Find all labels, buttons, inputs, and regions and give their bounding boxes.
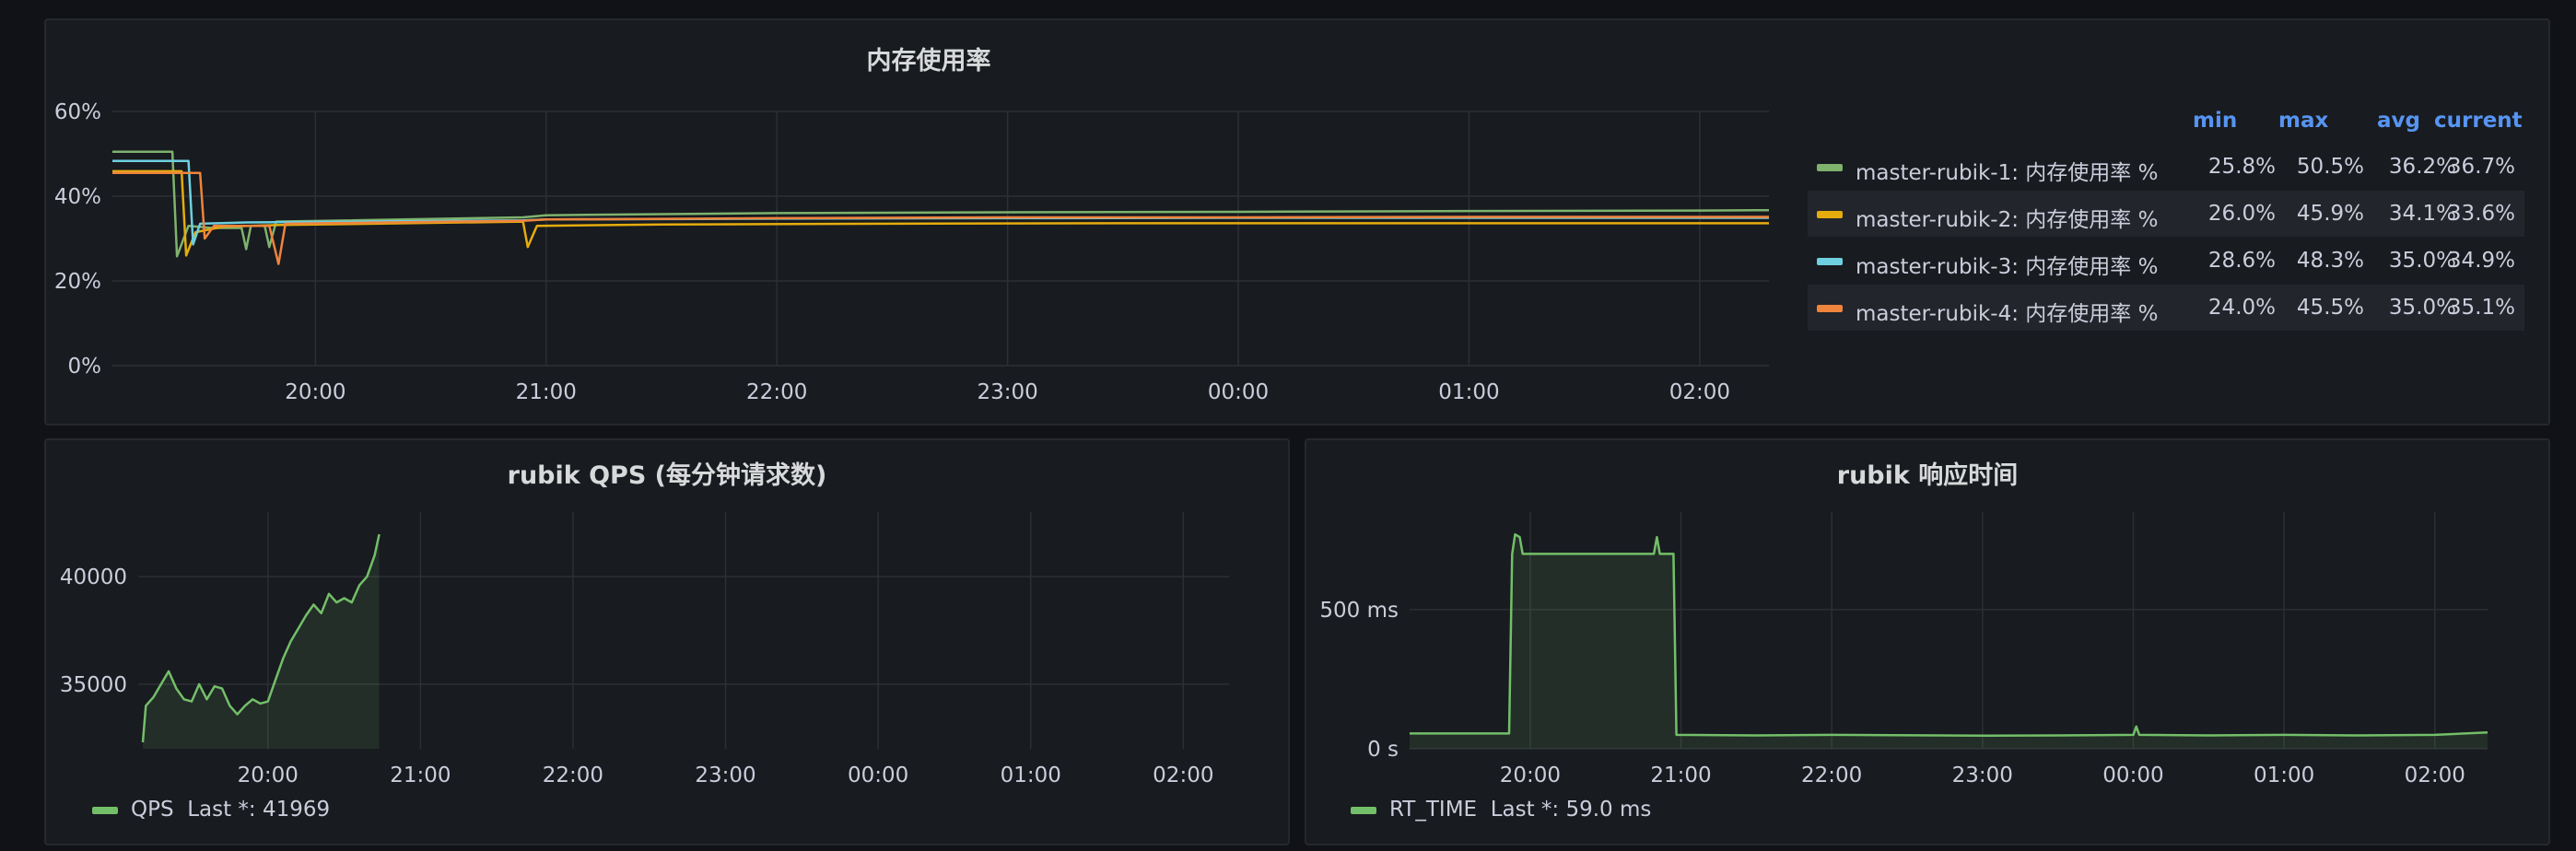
- legend-series-name: master-rubik-3: 内存使用率 %: [1856, 255, 2159, 279]
- legend-swatch: [1351, 806, 1376, 814]
- legend-max: 50.5%: [2296, 155, 2364, 179]
- legend-row-rubik-3[interactable]: master-rubik-3: 内存使用率 % 28.6% 48.3% 35.0…: [1808, 238, 2524, 284]
- legend-series-name: master-rubik-2: 内存使用率 %: [1856, 208, 2159, 232]
- legend-series-name: master-rubik-4: 内存使用率 %: [1856, 302, 2159, 326]
- legend-min: 25.8%: [2207, 155, 2276, 179]
- rt-legend[interactable]: RT_TIME Last *: 59.0 ms: [1351, 798, 1651, 822]
- qps-legend-stat: Last *: 41969: [187, 798, 331, 822]
- legend-current: 35.1%: [2447, 296, 2515, 320]
- legend-swatch: [92, 806, 118, 814]
- legend-current: 33.6%: [2447, 202, 2515, 226]
- legend-max: 45.5%: [2296, 296, 2364, 320]
- rt-panel-title[interactable]: rubik 响应时间: [1836, 461, 2019, 490]
- legend-current: 36.7%: [2447, 155, 2515, 179]
- legend-max: 45.9%: [2296, 202, 2364, 226]
- legend-current: 34.9%: [2447, 249, 2515, 273]
- legend-swatch: [1817, 164, 1843, 171]
- legend-row-rubik-4[interactable]: master-rubik-4: 内存使用率 % 24.0% 45.5% 35.0…: [1808, 285, 2524, 331]
- qps-panel[interactable]: rubik QPS (每分钟请求数): [44, 438, 1290, 845]
- legend-max: 48.3%: [2296, 249, 2364, 273]
- rt-legend-name: RT_TIME: [1389, 798, 1478, 822]
- memory-panel-title[interactable]: 内存使用率: [866, 47, 991, 76]
- legend-avg: 36.2%: [2388, 155, 2456, 179]
- qps-panel-title[interactable]: rubik QPS (每分钟请求数): [507, 461, 827, 490]
- rt-legend-stat: Last *: 59.0 ms: [1490, 798, 1652, 822]
- legend-avg: 35.0%: [2388, 296, 2456, 320]
- qps-legend[interactable]: QPS Last *: 41969: [92, 798, 330, 822]
- legend-min: 28.6%: [2207, 249, 2276, 273]
- legend-row-rubik-1[interactable]: master-rubik-1: 内存使用率 % 25.8% 50.5% 36.2…: [1808, 144, 2524, 190]
- legend-min: 26.0%: [2207, 202, 2276, 226]
- legend-header-min[interactable]: min: [2193, 109, 2238, 133]
- legend-header-avg[interactable]: avg: [2377, 109, 2420, 133]
- legend-avg: 34.1%: [2388, 202, 2456, 226]
- legend-swatch: [1817, 305, 1843, 312]
- legend-avg: 35.0%: [2388, 249, 2456, 273]
- legend-row-rubik-2[interactable]: master-rubik-2: 内存使用率 % 26.0% 45.9% 34.1…: [1808, 191, 2524, 237]
- legend-swatch: [1817, 211, 1843, 218]
- qps-legend-name: QPS: [131, 798, 174, 822]
- legend-header-current[interactable]: current: [2434, 109, 2523, 133]
- legend-swatch: [1817, 258, 1843, 265]
- legend-series-name: master-rubik-1: 内存使用率 %: [1856, 161, 2159, 185]
- legend-header-max[interactable]: max: [2278, 109, 2329, 133]
- legend-min: 24.0%: [2207, 296, 2276, 320]
- response-time-panel[interactable]: rubik 响应时间: [1305, 438, 2550, 845]
